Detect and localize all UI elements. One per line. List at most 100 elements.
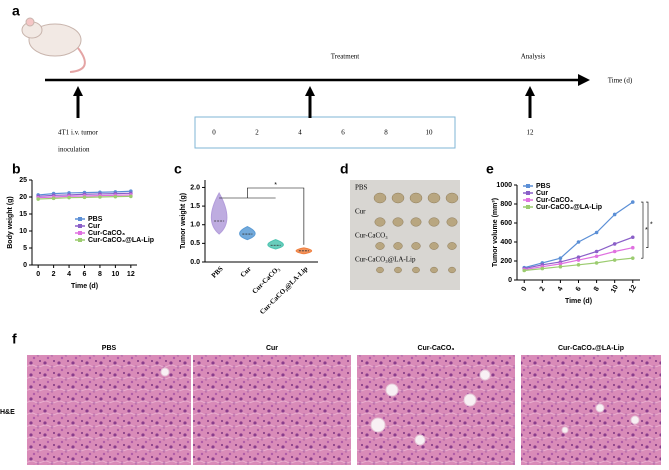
histology-title: Cur-CaCO₃ xyxy=(417,345,454,352)
data-point xyxy=(51,196,56,201)
legend-label: Cur xyxy=(88,223,100,230)
x-tick-label: 6 xyxy=(83,271,87,278)
tumor xyxy=(391,192,405,204)
data-point xyxy=(630,245,635,250)
x-tick-label: 8 xyxy=(593,286,601,293)
data-point xyxy=(522,268,527,273)
data-point xyxy=(558,264,563,269)
data-point xyxy=(630,200,635,204)
photo-label: PBS xyxy=(355,184,368,192)
panel-letter: d xyxy=(340,161,349,177)
significance-bracket xyxy=(641,201,644,259)
data-point xyxy=(82,195,87,200)
data-point xyxy=(612,258,617,262)
panel-letter: f xyxy=(12,331,17,347)
y-tick-label: 200 xyxy=(500,258,512,265)
x-tick-label: 8 xyxy=(98,271,102,278)
legend-marker xyxy=(78,238,82,242)
violin xyxy=(210,192,228,235)
legend-marker xyxy=(526,191,530,195)
treatment-day: 2 xyxy=(255,129,259,137)
timeline-arrowhead xyxy=(578,74,590,86)
legend-label: PBS xyxy=(536,183,551,190)
y-tick-label: 20 xyxy=(19,194,27,201)
treatment-day: 8 xyxy=(384,129,388,137)
treatment-day: 6 xyxy=(341,129,345,137)
y-tick-label: 15 xyxy=(19,211,27,218)
treatment-day: 0 xyxy=(212,129,216,137)
tumor xyxy=(429,242,439,250)
x-axis-label: Time (d) xyxy=(565,298,592,305)
legend-label: Cur xyxy=(536,190,548,197)
panel-letter: a xyxy=(12,3,20,19)
data-point xyxy=(576,255,581,259)
data-point xyxy=(594,249,599,254)
data-point xyxy=(594,261,599,265)
data-point xyxy=(612,249,617,254)
significance-mark: * xyxy=(645,227,648,234)
data-point xyxy=(576,263,581,267)
y-tick-label: 5 xyxy=(23,245,27,252)
tumor xyxy=(446,217,458,227)
x-tick-label: 2 xyxy=(52,271,56,278)
tumor xyxy=(428,217,440,227)
treatment-day: 10 xyxy=(426,129,434,137)
up-arrowhead xyxy=(73,86,83,96)
y-axis-label: Tumor weight (g) xyxy=(180,193,187,249)
panel-letter: b xyxy=(12,161,21,177)
y-tick-label: 1000 xyxy=(496,182,512,189)
tumor xyxy=(373,192,387,204)
x-tick-label: 4 xyxy=(557,286,565,293)
tumor xyxy=(411,242,421,250)
x-tick-label: Cur-CaCO₃@LA-Lip xyxy=(258,265,309,316)
y-tick-label: 10 xyxy=(19,228,27,235)
analysis-day: 12 xyxy=(527,129,535,137)
x-axis-label: Time (d) xyxy=(71,283,98,290)
data-point xyxy=(576,240,581,244)
x-tick-label: 12 xyxy=(628,284,638,294)
photo-label: Cur-CaCO₃ xyxy=(355,232,388,240)
y-tick-label: 1.0 xyxy=(190,222,200,229)
x-tick-label: 10 xyxy=(111,271,119,278)
x-tick-label: 4 xyxy=(67,271,71,278)
legend-marker xyxy=(526,184,530,188)
violin xyxy=(267,239,284,250)
histology-title: PBS xyxy=(102,345,117,352)
tumor xyxy=(427,192,441,204)
legend-label: Cur-CaCO₃@LA-Lip xyxy=(536,204,602,211)
legend-label: Cur-CaCO₃@LA-Lip xyxy=(88,237,154,244)
x-tick-label: 2 xyxy=(539,286,547,293)
legend-label: PBS xyxy=(88,216,103,223)
legend-marker xyxy=(78,231,82,235)
he-image xyxy=(357,355,515,465)
tumor xyxy=(430,266,438,274)
data-point xyxy=(594,230,599,235)
timeline-end-label: Analysis xyxy=(521,53,546,61)
data-point xyxy=(558,262,563,266)
x-tick-label: Cur xyxy=(239,265,253,279)
start-label: 4T1 i.v. tumor xyxy=(58,129,99,137)
legend-marker xyxy=(526,198,530,202)
start-label: inoculation xyxy=(58,146,90,154)
histology-title: Cur xyxy=(266,345,278,352)
treatment-box xyxy=(194,116,456,149)
data-point xyxy=(630,256,635,260)
significance-mark: * xyxy=(650,222,653,229)
tumor xyxy=(410,217,422,227)
significance-bracket xyxy=(646,201,649,248)
data-point xyxy=(113,194,118,199)
tumor xyxy=(409,192,423,204)
tumor xyxy=(392,217,404,227)
y-tick-label: 0.5 xyxy=(190,240,200,247)
treatment-day: 4 xyxy=(298,129,302,137)
stain-label: H&E xyxy=(0,409,15,416)
timeline-axis-label: Time (d) xyxy=(608,77,633,85)
x-tick-label: 6 xyxy=(575,286,583,293)
tumor xyxy=(393,242,403,250)
photo-label: Cur-CaCO₃@LA-Lip xyxy=(355,256,416,264)
data-point xyxy=(594,254,599,259)
y-tick-label: 25 xyxy=(19,177,27,184)
y-tick-label: 0 xyxy=(23,262,27,269)
violin xyxy=(239,226,256,241)
